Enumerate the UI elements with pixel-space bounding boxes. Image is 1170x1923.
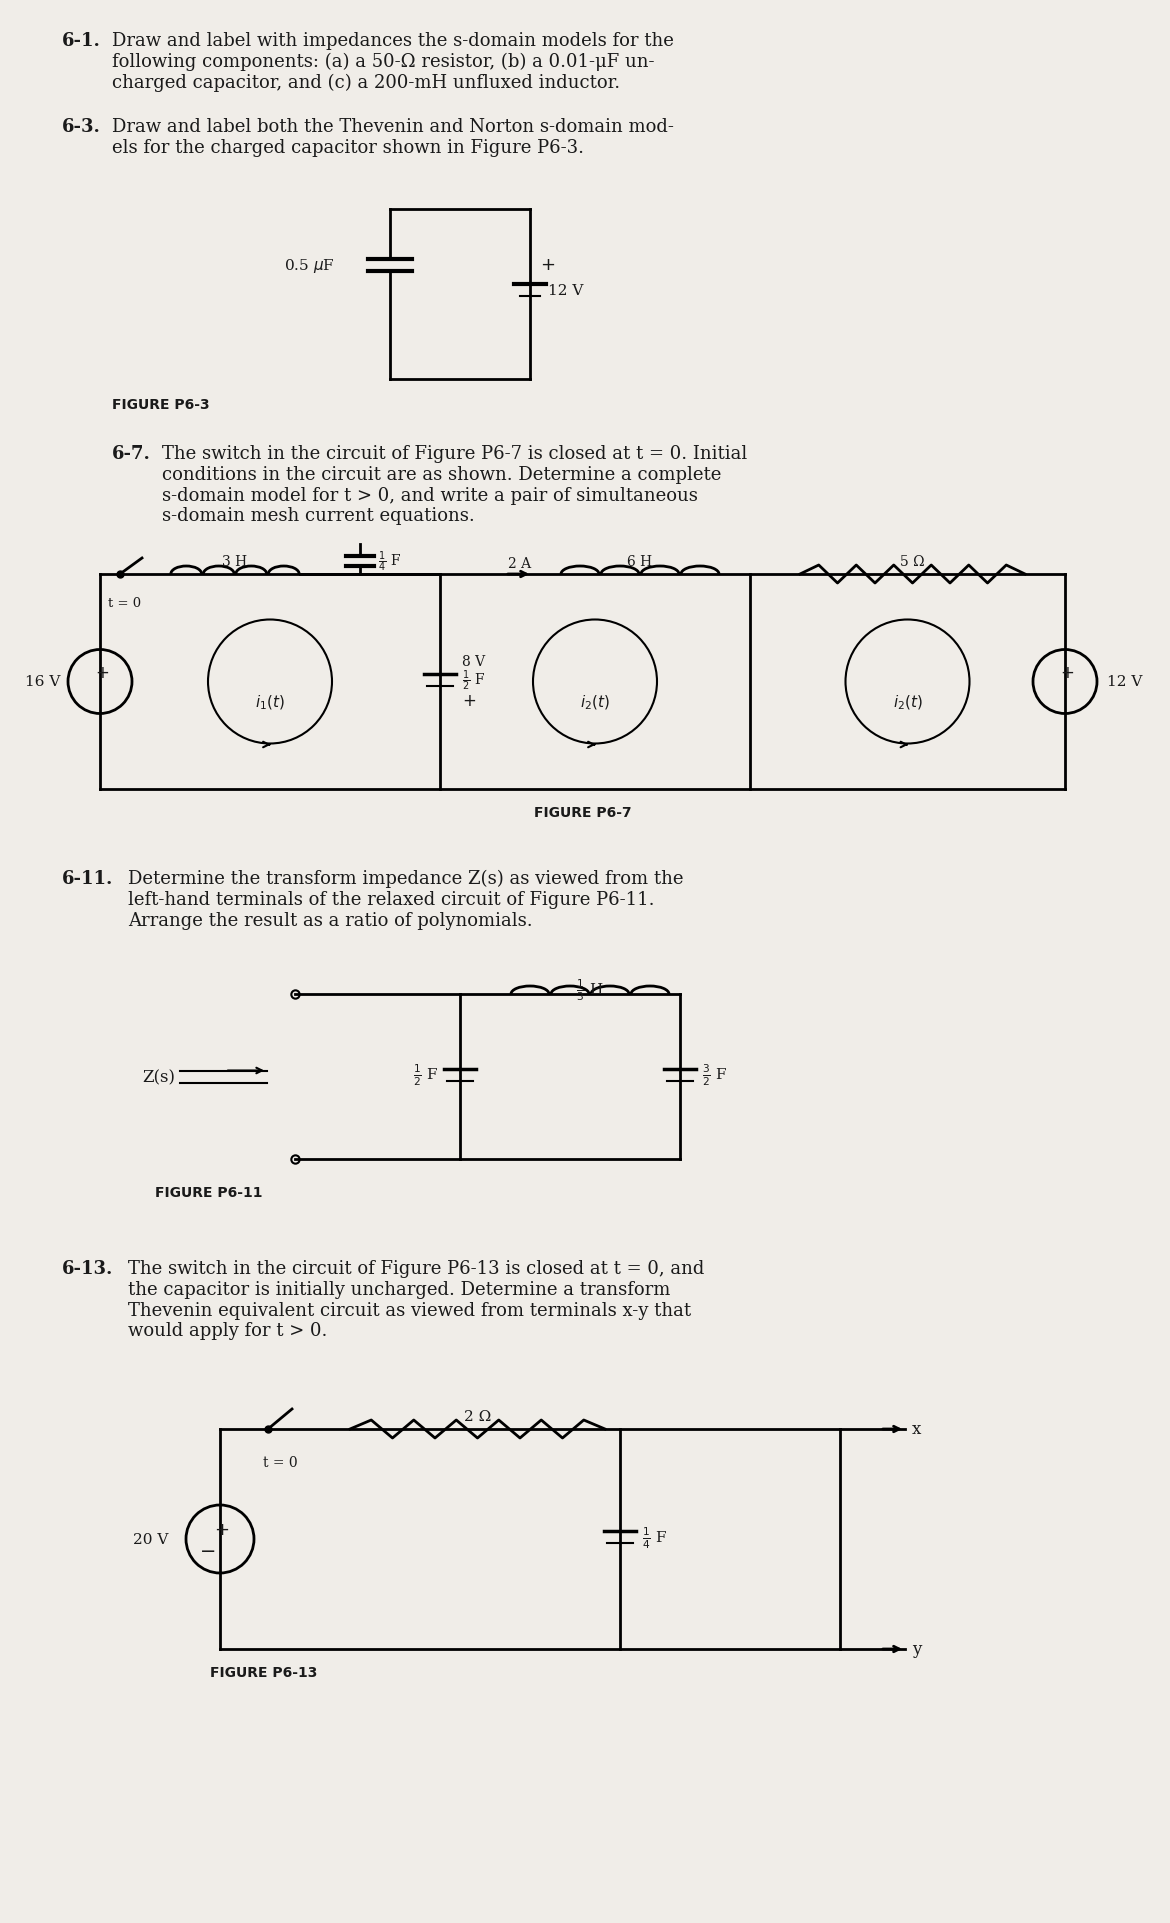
Text: $\frac{1}{4}$ F: $\frac{1}{4}$ F [642, 1525, 667, 1550]
Text: t = 0: t = 0 [263, 1456, 297, 1469]
Text: FIGURE P6-13: FIGURE P6-13 [209, 1665, 317, 1679]
Text: Determine the transform impedance Z(s) as viewed from the
left-hand terminals of: Determine the transform impedance Z(s) a… [128, 869, 683, 929]
Text: 0.5 $\mu$F: 0.5 $\mu$F [284, 258, 335, 275]
Text: 6-11.: 6-11. [62, 869, 113, 888]
Text: +: + [1060, 663, 1074, 681]
Text: 6-13.: 6-13. [62, 1260, 113, 1277]
Text: 8 V: 8 V [462, 656, 486, 669]
Text: +: + [95, 663, 109, 681]
Text: +: + [541, 256, 555, 273]
Text: FIGURE P6-7: FIGURE P6-7 [534, 806, 632, 819]
Text: $i_2(t)$: $i_2(t)$ [893, 692, 922, 712]
Text: y: y [911, 1640, 922, 1658]
Text: $\frac{1}{2}$ F: $\frac{1}{2}$ F [413, 1061, 438, 1088]
Text: x: x [911, 1421, 922, 1438]
Text: 2 A: 2 A [509, 558, 531, 571]
Text: 12 V: 12 V [548, 285, 584, 298]
Text: 12 V: 12 V [1107, 675, 1142, 688]
Text: 16 V: 16 V [25, 675, 60, 688]
Text: $i_1(t)$: $i_1(t)$ [255, 692, 285, 712]
Text: 6-3.: 6-3. [62, 117, 101, 137]
Text: $\frac{3}{2}$ F: $\frac{3}{2}$ F [702, 1061, 728, 1088]
Text: $\frac{1}{3}$ H: $\frac{1}{3}$ H [576, 977, 604, 1002]
Text: $\frac{1}{4}$ F: $\frac{1}{4}$ F [378, 550, 401, 573]
Text: FIGURE P6-11: FIGURE P6-11 [154, 1185, 262, 1200]
Text: $\frac{1}{2}$ F: $\frac{1}{2}$ F [462, 667, 486, 692]
Text: The switch in the circuit of Figure P6-13 is closed at t = 0, and
the capacitor : The switch in the circuit of Figure P6-1… [128, 1260, 704, 1340]
Text: 2 Ω: 2 Ω [463, 1410, 491, 1423]
Text: +: + [214, 1521, 229, 1538]
Text: 3 H: 3 H [222, 554, 248, 569]
Text: Z(s): Z(s) [142, 1069, 176, 1085]
Text: FIGURE P6-3: FIGURE P6-3 [112, 398, 209, 412]
Text: 5 Ω: 5 Ω [900, 554, 924, 569]
Text: −: − [200, 1542, 216, 1561]
Text: 6-7.: 6-7. [112, 444, 151, 463]
Text: +: + [462, 690, 476, 710]
Text: t = 0: t = 0 [108, 596, 142, 610]
Text: The switch in the circuit of Figure P6-7 is closed at t = 0. Initial
conditions : The switch in the circuit of Figure P6-7… [161, 444, 748, 525]
Text: Draw and label both the Thevenin and Norton s-domain mod-
els for the charged ca: Draw and label both the Thevenin and Nor… [112, 117, 674, 156]
Text: 20 V: 20 V [132, 1533, 168, 1546]
Text: Draw and label with impedances the s-domain models for the
following components:: Draw and label with impedances the s-dom… [112, 33, 674, 92]
Text: 6-1.: 6-1. [62, 33, 101, 50]
Text: $i_2(t)$: $i_2(t)$ [580, 692, 610, 712]
Text: 6 H: 6 H [627, 554, 653, 569]
